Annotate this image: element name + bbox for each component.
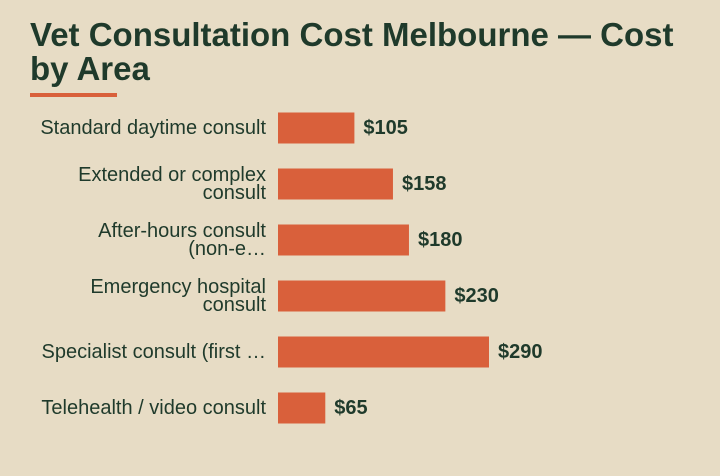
bar-3 [278, 280, 446, 312]
category-label-3: Emergency hospital consult [90, 276, 266, 316]
bar-0 [278, 112, 355, 144]
value-label-2: $180 [418, 229, 463, 251]
bar-1 [278, 168, 393, 200]
value-label-5: $65 [334, 397, 367, 419]
category-label-2: After-hours consult (non-e… [98, 220, 266, 260]
category-label-4: Specialist consult (first … [41, 341, 266, 363]
bar-5 [278, 392, 326, 424]
bar-2 [278, 224, 409, 256]
value-label-1: $158 [402, 173, 447, 195]
category-label-1: Extended or complex consult [78, 164, 266, 204]
value-label-0: $105 [363, 117, 408, 139]
title-underline [30, 93, 117, 97]
bar-4 [278, 336, 489, 368]
value-label-4: $290 [498, 341, 543, 363]
category-label-0: Standard daytime consult [40, 117, 266, 139]
value-label-3: $230 [454, 285, 499, 307]
chart-title: Vet Consultation Cost Melbourne — Cost b… [30, 16, 674, 87]
category-label-5: Telehealth / video consult [41, 397, 266, 419]
